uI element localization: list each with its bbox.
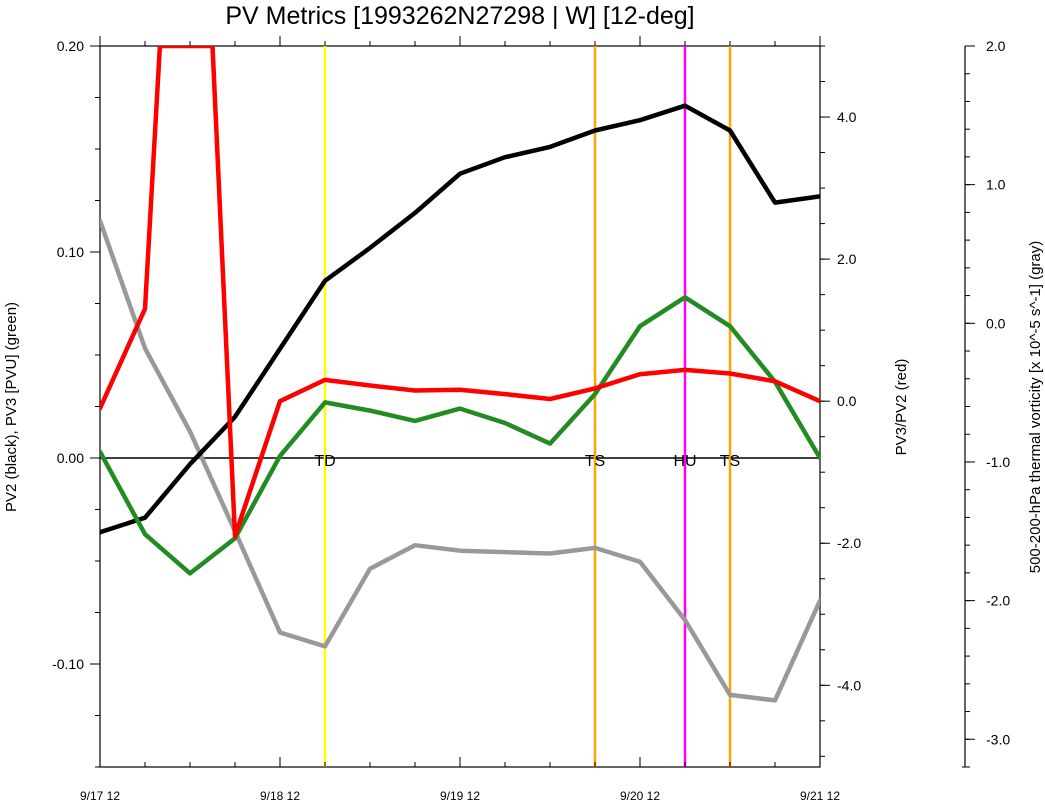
left-axis-title: PV2 (black), PV3 [PVU] (green) <box>3 302 20 512</box>
right-tick-label: 2.0 <box>837 251 857 267</box>
far-right-tick-label: -1.0 <box>986 454 1010 470</box>
event-label-ts-3: TS <box>720 453 740 470</box>
x-tick-label: 9/17 12 <box>80 789 120 803</box>
left-tick-label: -0.10 <box>52 656 84 672</box>
right-tick-label: -2.0 <box>837 535 861 551</box>
far-right-tick-label: 2.0 <box>986 38 1006 54</box>
event-label-hu-2: HU <box>673 453 696 470</box>
series-line-thermal-vorticity <box>100 218 820 703</box>
left-tick-label: 0.10 <box>57 244 84 260</box>
left-tick-label: 0.00 <box>57 450 84 466</box>
axis-ticks: 9/17 12 9/18 12 9/19 12 9/20 12 9/21 12 0.20 0… <box>52 36 1010 803</box>
series-line-pv2 <box>100 103 820 535</box>
right-axis-title: PV3/PV2 (red) <box>893 359 910 456</box>
right-tick-label: -4.0 <box>837 677 861 693</box>
x-tick-label: 9/21 12 <box>800 789 840 803</box>
far-right-tick-label: -2.0 <box>986 593 1010 609</box>
event-label-ts-1: TS <box>585 453 605 470</box>
series-line-pv3 <box>100 295 820 576</box>
chart-title: PV Metrics [1993262N27298 | W] [12-deg] <box>225 2 694 30</box>
right-tick-label: 4.0 <box>837 109 857 125</box>
series-lines <box>100 46 820 703</box>
far-right-tick-label: 0.0 <box>986 315 1006 331</box>
right-tick-label: 0.0 <box>837 393 857 409</box>
far-right-axis-title: 500-200-hPa thermal vorticity [x 10^-5 s… <box>1027 241 1044 574</box>
far-right-tick-label: -3.0 <box>986 731 1010 747</box>
left-tick-label: 0.20 <box>57 38 84 54</box>
x-tick-label: 9/20 12 <box>620 789 660 803</box>
series-line-pv3-pv2 <box>100 46 820 539</box>
event-label-td-0: TD <box>314 453 335 470</box>
x-tick-label: 9/19 12 <box>440 789 480 803</box>
x-tick-label: 9/18 12 <box>260 789 300 803</box>
far-right-tick-label: 1.0 <box>986 177 1006 193</box>
